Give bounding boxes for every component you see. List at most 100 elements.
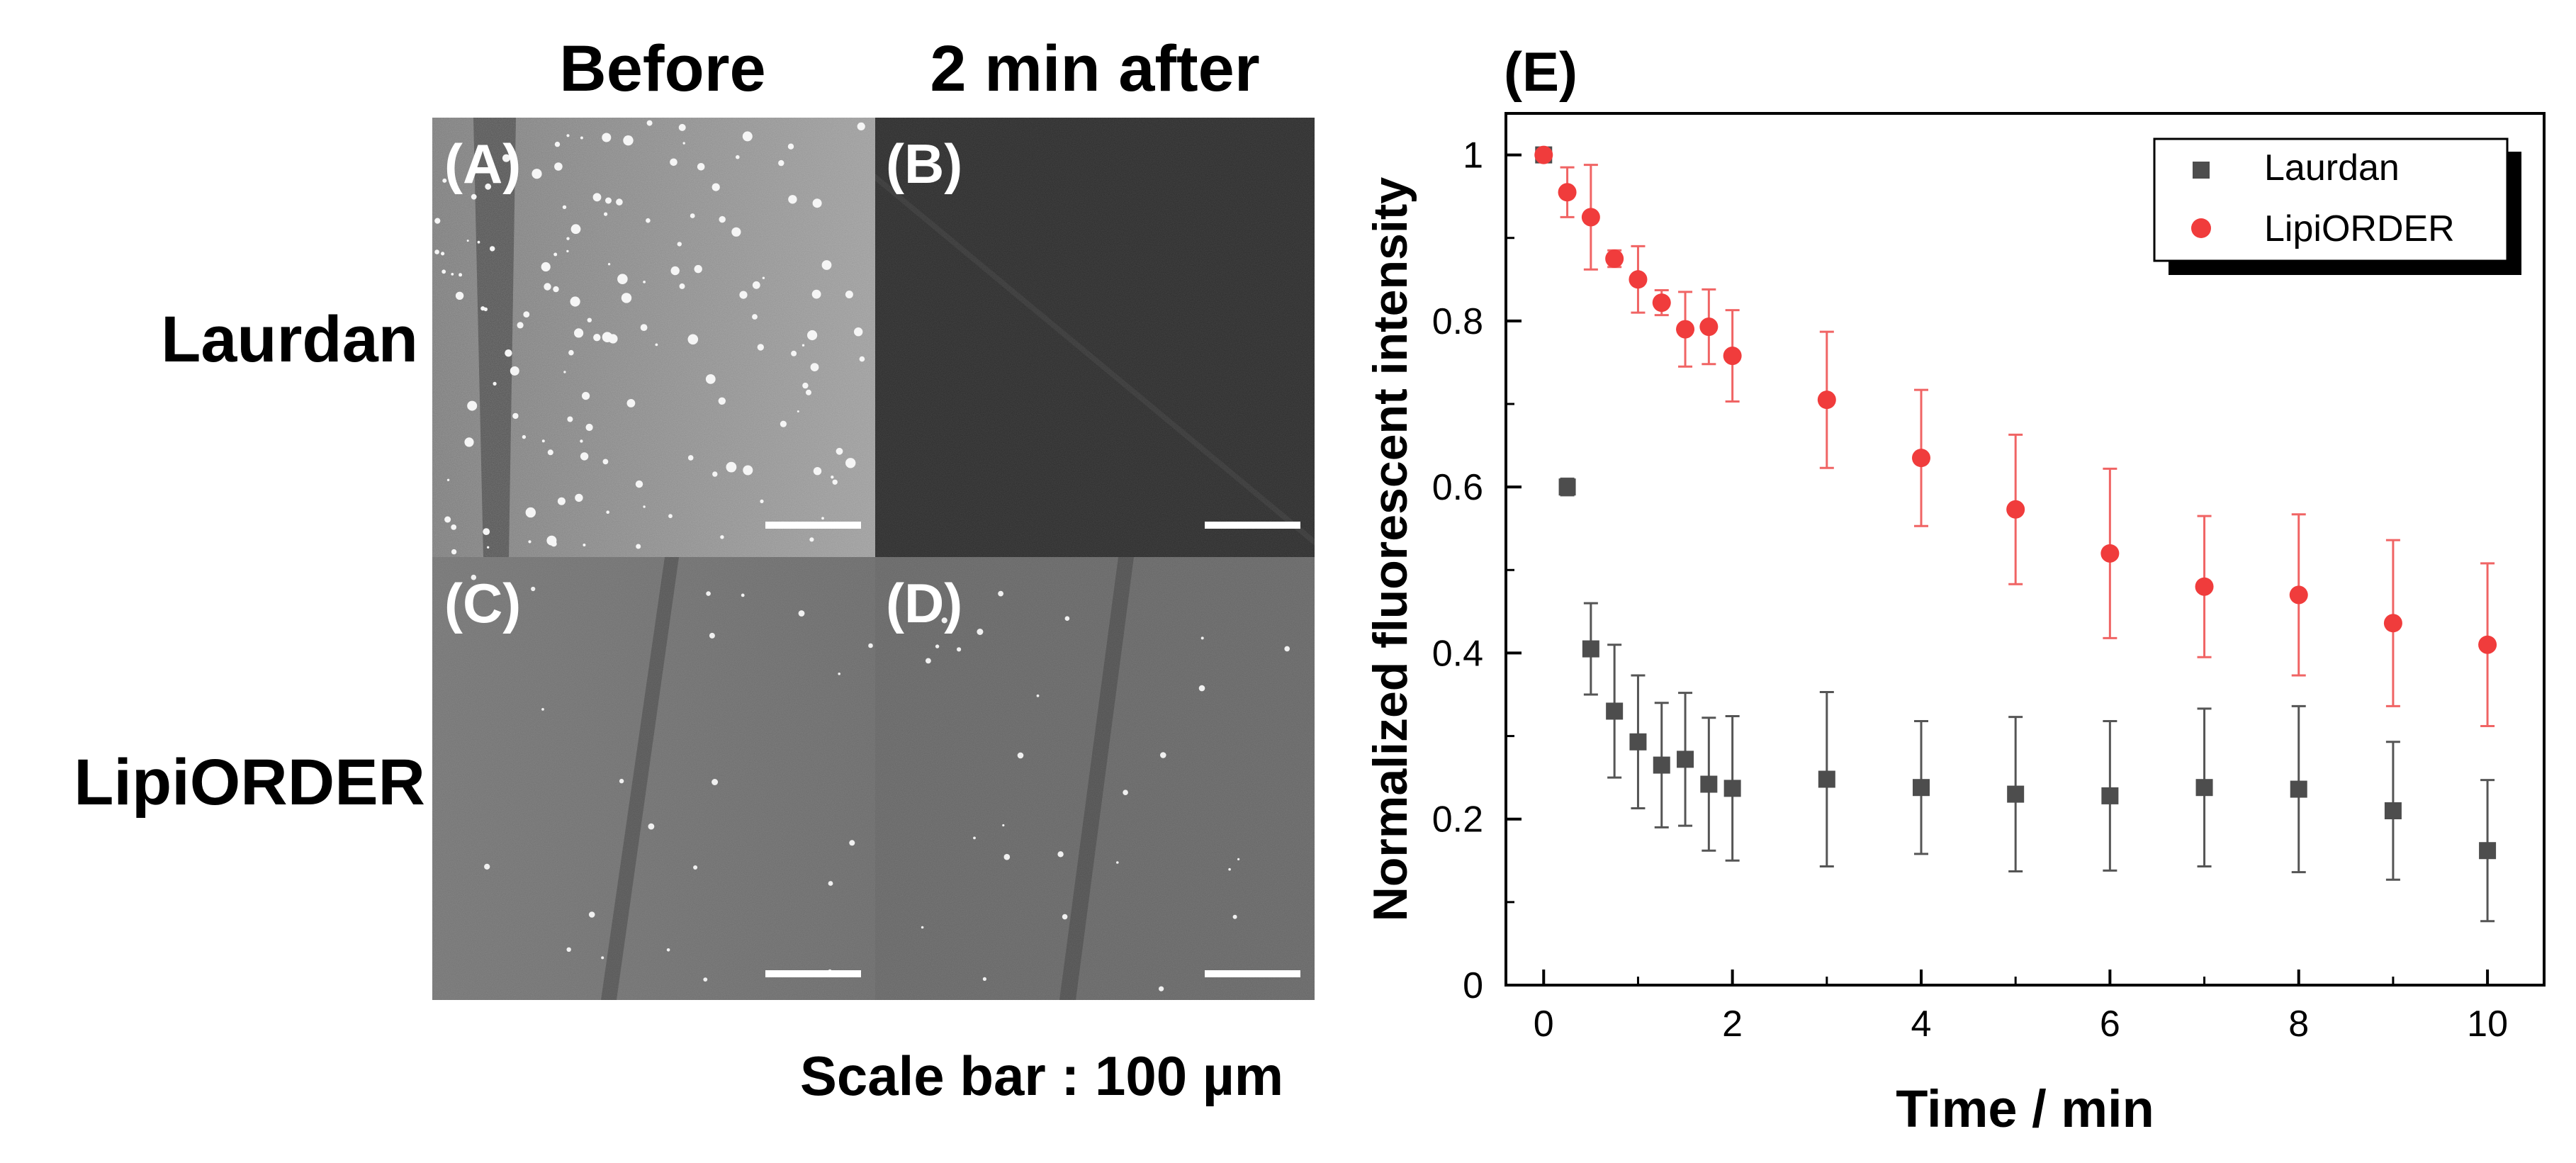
bright-spot [677, 242, 682, 247]
y-tick-label: 1 [1463, 135, 1483, 176]
data-point [1534, 145, 1553, 164]
bright-spot [757, 344, 765, 351]
bright-spot [1116, 861, 1119, 864]
bright-spot [854, 327, 863, 337]
bright-spot [1064, 616, 1070, 621]
bright-spot [982, 977, 986, 981]
bright-spot [528, 540, 531, 544]
bright-spot [828, 881, 833, 886]
scale-bar-b [1205, 522, 1300, 529]
x-axis-title: Time / min [1896, 1079, 2154, 1138]
bright-spot [809, 537, 814, 542]
data-point [2479, 842, 2497, 860]
bright-spot [604, 212, 608, 216]
bright-spot [487, 546, 490, 549]
row-header-lipiorder: LipiORDER [74, 746, 425, 819]
bright-spot [466, 240, 469, 242]
bright-spot [626, 399, 636, 408]
column-header-after: 2 min after [930, 33, 1259, 105]
bright-spot [788, 195, 797, 204]
bright-spot [670, 158, 677, 167]
bright-spot [1057, 851, 1064, 858]
bright-spot [752, 281, 760, 289]
data-point [2007, 785, 2025, 803]
bright-spot [616, 198, 623, 206]
bright-spot [566, 134, 570, 137]
bright-spot [441, 269, 446, 274]
bright-spot [505, 349, 512, 357]
bright-spot [512, 412, 519, 420]
bright-spot [802, 344, 805, 347]
bright-spot [563, 371, 566, 373]
micrograph-b: (B) [875, 118, 1315, 557]
bright-spot [709, 632, 715, 639]
data-point [1700, 775, 1718, 793]
scale-bar-a [765, 522, 861, 529]
legend-box [2153, 137, 2509, 262]
bright-spot [694, 264, 702, 274]
bright-spot [455, 291, 464, 300]
bright-spot [1017, 752, 1024, 759]
legend-marker-laurdan [2193, 162, 2210, 179]
bright-spot [551, 541, 557, 547]
bright-spot [868, 643, 873, 648]
bright-spot [743, 465, 753, 476]
intensity-chart: 0 2 4 6 8 10 0 0.2 0.4 0.6 0.8 1 Time / min Normal… [1363, 112, 2546, 1138]
bright-spot [977, 629, 984, 635]
bright-spot [1160, 752, 1166, 758]
series-lipiorder [1534, 145, 2497, 728]
bright-spot [859, 356, 865, 362]
bright-spot [580, 439, 583, 443]
data-point [1723, 347, 1742, 366]
bright-spot [780, 420, 787, 427]
bright-spot [697, 163, 705, 171]
bright-spot [483, 528, 490, 535]
bright-spot [778, 159, 784, 167]
data-point [2478, 635, 2497, 654]
bright-spot [1123, 790, 1128, 795]
bright-spot [926, 658, 931, 664]
bright-spot [567, 416, 573, 422]
chart-legend: Laurdan LipiORDER [2153, 137, 2521, 275]
bright-spot [580, 452, 589, 461]
bright-spot [602, 332, 613, 343]
column-header-before: Before [559, 33, 765, 105]
bright-spot [580, 136, 583, 140]
bright-spot [1200, 636, 1204, 640]
data-point [1629, 733, 1647, 751]
y-axis-title: Normalized fluorescent intensity [1363, 177, 1417, 922]
panel-label-d: (D) [886, 572, 962, 634]
bright-spot [813, 467, 822, 476]
bright-spot [731, 227, 741, 237]
bright-spot [821, 260, 832, 270]
bright-spots-a [434, 120, 865, 555]
bright-spot [941, 617, 947, 624]
bright-spot [821, 517, 824, 520]
bright-spot [541, 262, 551, 272]
bright-spot [557, 497, 566, 505]
data-point [1677, 751, 1694, 768]
bright-spot [1003, 853, 1011, 860]
bright-spot [1002, 824, 1005, 827]
bright-spot [541, 439, 545, 443]
data-point [1818, 770, 1835, 788]
micrograph-c: (C) [432, 557, 875, 1000]
bright-spot [811, 289, 821, 299]
plot-frame [1504, 112, 2546, 987]
bright-spot [921, 926, 924, 929]
bright-spot [760, 499, 764, 504]
x-tick-label: 6 [2100, 1004, 2120, 1045]
bright-spot [720, 535, 724, 539]
data-point [1558, 183, 1577, 202]
bright-spot [739, 291, 748, 299]
bright-spot [1237, 858, 1240, 860]
bright-spot [544, 283, 551, 291]
bright-spot [467, 400, 478, 411]
bright-spot [592, 193, 602, 202]
bright-spot [523, 311, 530, 318]
bright-spot [832, 479, 838, 485]
bright-spot [451, 549, 457, 555]
bright-spot [1198, 685, 1205, 692]
data-point [1817, 391, 1836, 410]
